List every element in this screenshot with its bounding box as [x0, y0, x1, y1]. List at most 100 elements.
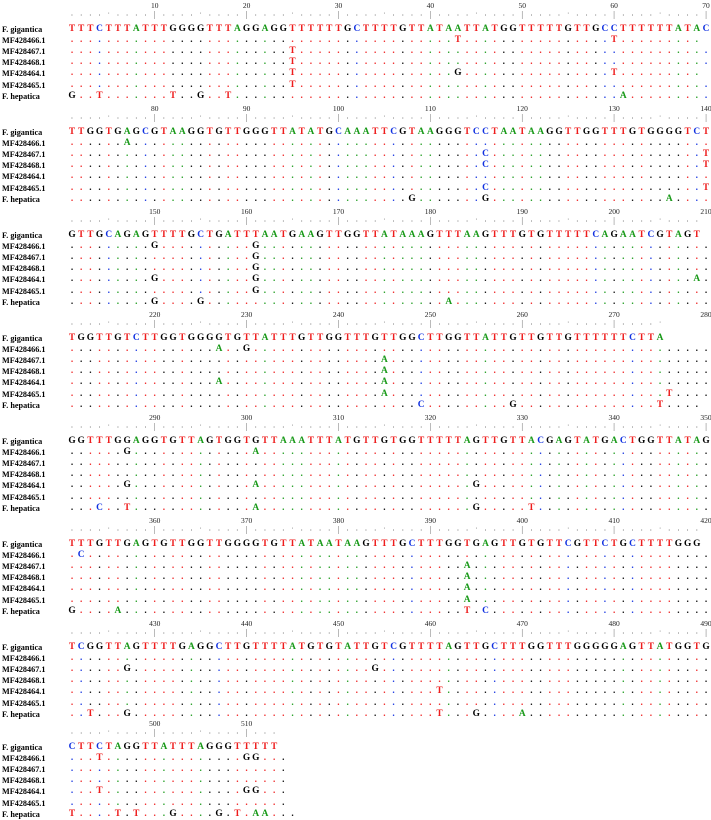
nucleotide: G — [472, 436, 480, 446]
ruler-tick: · — [373, 114, 377, 123]
identity-dot: . — [475, 653, 478, 664]
nucleotide: T — [271, 127, 278, 137]
identity-dot: . — [300, 447, 303, 458]
identity-dot: . — [190, 469, 193, 480]
identity-dot: . — [263, 296, 267, 307]
nucleotide: G — [215, 127, 223, 137]
identity-dot: . — [254, 491, 257, 502]
nucleotide: T — [436, 708, 443, 719]
identity-dot: . — [171, 399, 175, 410]
identity-dot: . — [419, 296, 423, 307]
identity-dot: . — [153, 377, 156, 388]
nucleotide: C — [537, 436, 544, 446]
identity-dot: . — [144, 561, 147, 572]
identity-dot: . — [668, 708, 671, 719]
identity-dot: . — [374, 572, 377, 583]
identity-dot: . — [144, 193, 147, 204]
identity-dot: . — [668, 550, 671, 561]
identity-dot: . — [70, 57, 74, 68]
identity-dot: . — [236, 46, 239, 57]
ruler-tick: · — [309, 11, 313, 20]
identity-dot: . — [116, 193, 120, 204]
identity-dot: . — [456, 664, 460, 675]
identity-dot: . — [475, 686, 478, 697]
ruler-tick: ˙ — [658, 11, 662, 20]
identity-dot: . — [447, 594, 450, 605]
ruler-tick: · — [217, 526, 221, 535]
identity-dot: . — [190, 550, 193, 561]
identity-dot: . — [511, 469, 515, 480]
identity-dot: . — [125, 35, 129, 46]
identity-dot: . — [521, 252, 524, 263]
identity-dot: . — [465, 480, 469, 491]
identity-dot: . — [677, 686, 680, 697]
nucleotide: C — [629, 539, 636, 549]
nucleotide: A — [316, 539, 324, 549]
nucleotide: T — [491, 333, 498, 343]
identity-dot: . — [107, 193, 110, 204]
nucleotide: T — [620, 333, 627, 343]
identity-dot: . — [576, 675, 579, 686]
identity-dot: . — [208, 285, 211, 296]
identity-dot: . — [658, 686, 662, 697]
identity-dot: . — [181, 550, 184, 561]
identity-dot: . — [521, 138, 524, 149]
identity-dot: . — [171, 344, 175, 355]
identity-dot: . — [355, 90, 358, 101]
nucleotide: G — [86, 127, 95, 137]
sequence-name: MF428464.1 — [2, 172, 46, 182]
identity-dot: . — [521, 399, 524, 410]
identity-dot: . — [300, 469, 303, 480]
identity-dot: . — [456, 252, 460, 263]
identity-dot: . — [190, 68, 193, 79]
nucleotide: G — [196, 24, 205, 34]
ruler-tick: · — [263, 729, 267, 738]
identity-dot: . — [374, 193, 377, 204]
identity-dot: . — [199, 764, 202, 775]
ruler-tick: · — [401, 114, 405, 123]
ruler-tick: · — [438, 11, 441, 20]
identity-dot: . — [181, 469, 184, 480]
identity-dot: . — [447, 377, 450, 388]
identity-dot: . — [511, 458, 515, 469]
identity-dot: . — [612, 686, 616, 697]
identity-dot: . — [410, 274, 414, 285]
ruler-tick: · — [640, 423, 644, 432]
identity-dot: . — [116, 46, 120, 57]
nucleotide: A — [583, 436, 590, 446]
ruler-tick: · — [254, 320, 258, 329]
identity-dot: . — [208, 377, 211, 388]
identity-dot: . — [236, 344, 239, 355]
identity-dot: . — [631, 57, 634, 68]
identity-dot: . — [484, 399, 487, 410]
nucleotide: T — [601, 127, 609, 137]
ruler-tick: · — [263, 423, 267, 432]
identity-dot: . — [171, 797, 175, 808]
identity-dot: . — [484, 366, 487, 377]
ruler-tick: · — [144, 729, 147, 738]
identity-dot: . — [567, 171, 570, 182]
identity-dot: . — [227, 388, 230, 399]
identity-dot: . — [475, 491, 478, 502]
identity-dot: . — [374, 458, 377, 469]
identity-dot: . — [640, 366, 643, 377]
identity-dot: . — [695, 366, 698, 377]
identity-dot: . — [704, 708, 708, 719]
identity-dot: . — [135, 79, 138, 90]
identity-dot: . — [171, 447, 175, 458]
identity-dot: . — [585, 46, 588, 57]
identity-dot: . — [282, 355, 285, 366]
ruler-tick: · — [401, 11, 405, 20]
identity-dot: . — [374, 366, 377, 377]
identity-dot: . — [309, 605, 313, 616]
identity-dot: . — [383, 675, 386, 686]
identity-dot: . — [309, 149, 313, 160]
identity-dot: . — [410, 469, 414, 480]
identity-dot: . — [171, 274, 175, 285]
identity-dot: . — [410, 366, 414, 377]
ruler-tick: ˙ — [199, 526, 202, 535]
identity-dot: . — [346, 68, 349, 79]
identity-dot: . — [282, 149, 285, 160]
nucleotide: T — [519, 24, 526, 34]
identity-dot: . — [80, 366, 83, 377]
